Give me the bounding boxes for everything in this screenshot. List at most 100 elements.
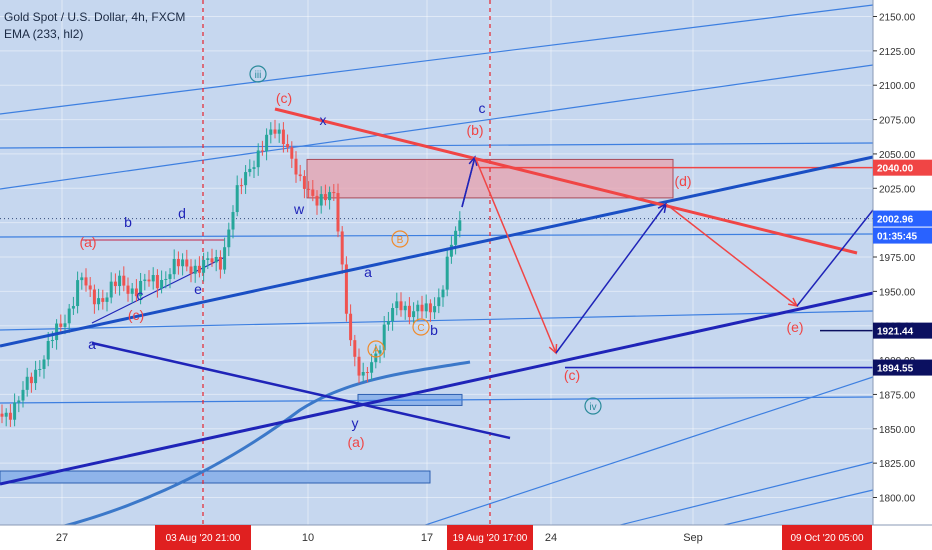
candle-body	[252, 167, 256, 169]
arrow-down-2	[665, 203, 798, 307]
wave-label: y	[352, 415, 359, 431]
candle-body	[164, 278, 168, 280]
price-label-box	[873, 359, 932, 376]
candle-body	[218, 256, 222, 270]
arrow-up-3	[796, 209, 874, 307]
price-tick-label: 2050.00	[879, 150, 916, 161]
candle-body	[302, 176, 306, 189]
wave-label: b	[430, 322, 438, 338]
candle-body	[13, 402, 17, 420]
price-tick-label: 2150.00	[879, 12, 916, 23]
candle-body	[403, 305, 407, 311]
candle-body	[185, 259, 189, 267]
candle-body	[80, 277, 84, 281]
candle-body	[437, 297, 441, 307]
candle-body	[46, 340, 50, 360]
candle-body	[239, 185, 243, 187]
candle-body	[370, 362, 374, 373]
candle-body	[424, 303, 428, 312]
candle-body	[38, 368, 42, 370]
candle-body	[189, 266, 193, 274]
candle-body	[118, 275, 122, 287]
wave-label: (b)	[466, 122, 483, 138]
wave-label: A	[373, 345, 380, 356]
chart-title: Gold Spot / U.S. Dollar, 4h, FXCM	[4, 10, 186, 24]
wave-label-circle	[584, 397, 602, 415]
date-highlight-box	[782, 525, 872, 550]
wave-label: a	[88, 336, 96, 352]
price-label-box	[873, 322, 932, 339]
candle-body	[176, 258, 180, 267]
candle-body	[143, 279, 147, 281]
candle-body	[63, 323, 67, 327]
candle-body	[361, 372, 365, 376]
date-highlight-label: 09 Oct '20 05:00	[790, 533, 864, 544]
channel-line	[0, 233, 874, 238]
candle-body	[130, 288, 134, 294]
candle-body	[168, 274, 172, 279]
candle-body	[210, 258, 214, 263]
price-tick-label: 2025.00	[879, 184, 916, 195]
candle-body	[67, 308, 71, 324]
candle-body	[407, 305, 411, 318]
candle-body	[260, 150, 264, 152]
channel-line	[0, 310, 874, 331]
price-tick-label: 2075.00	[879, 116, 916, 127]
date-highlight-label: 03 Aug '20 21:00	[166, 533, 241, 544]
candle-body	[223, 247, 227, 270]
candle-body	[433, 306, 437, 313]
price-label-box	[873, 227, 932, 244]
candle-body	[181, 259, 185, 267]
candle-body	[231, 212, 235, 230]
lower-channel-line	[0, 291, 874, 486]
candle-body	[227, 229, 231, 248]
candle-body	[109, 281, 113, 298]
channel-line	[0, 396, 874, 404]
candle-body	[357, 356, 361, 376]
arrow-up-1	[461, 156, 476, 208]
indicator-label: EMA (233, hl2)	[4, 27, 84, 41]
candle-body	[235, 185, 239, 213]
time-tick-label: Sep	[683, 532, 703, 544]
wave-label-circle	[249, 65, 267, 83]
candle-body	[445, 256, 449, 290]
candle-body	[386, 321, 390, 325]
candle-body	[160, 279, 164, 289]
price-label: 1921.44	[877, 327, 914, 338]
wave-label: b	[124, 214, 132, 230]
wave-label: (c)	[276, 90, 292, 106]
price-axis: 1800.001825.001850.001875.001900.001925.…	[872, 0, 932, 550]
candle-body	[340, 231, 344, 265]
candle-body	[88, 285, 92, 290]
wave-label: C	[417, 323, 424, 334]
candle-body	[134, 288, 138, 297]
candle-body	[365, 372, 369, 374]
candle-body	[105, 297, 109, 302]
candle-body	[59, 323, 63, 327]
candle-body	[290, 147, 294, 159]
wave-label: c	[137, 287, 144, 303]
time-tick-label: 27	[56, 532, 68, 544]
candle-body	[449, 244, 453, 257]
wave-label: x	[320, 112, 327, 128]
candle-body	[286, 144, 290, 148]
candle-body	[378, 350, 382, 354]
candle-body	[374, 353, 378, 363]
wave-label: iv	[589, 402, 596, 413]
candle-body	[25, 376, 29, 390]
candle-body	[8, 412, 12, 420]
candles	[0, 119, 462, 427]
candle-body	[391, 308, 395, 322]
candle-body	[412, 311, 416, 318]
candle-body	[113, 281, 117, 287]
wave-label: iii	[255, 70, 262, 81]
candle-body	[17, 400, 21, 403]
candle-body	[55, 323, 59, 341]
wave-label: d	[178, 205, 186, 221]
candle-body	[71, 306, 75, 309]
time-axis: 27 10 17 24 Sep 03 Aug '20 21:00 19 Aug '20 17…	[0, 524, 932, 550]
candle-body	[277, 129, 281, 134]
candle-body	[336, 193, 340, 232]
candle-body	[0, 413, 4, 417]
